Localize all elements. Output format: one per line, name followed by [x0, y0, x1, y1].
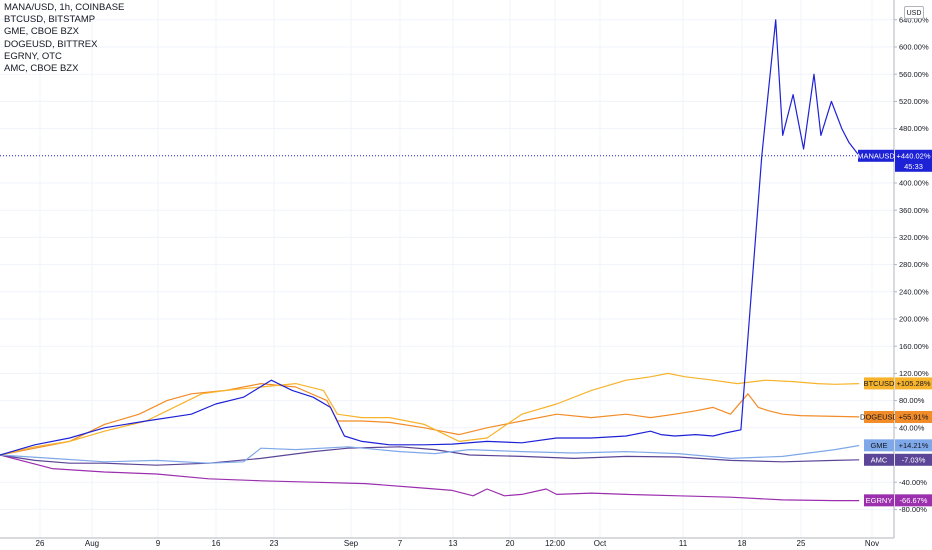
y-tick-label: 640.00%: [899, 15, 929, 24]
label-value: +440.02%: [897, 151, 931, 160]
label-value: -7.03%: [902, 455, 926, 464]
y-tick-label: 120.00%: [899, 369, 929, 378]
y-tick-label: 80.00%: [899, 396, 925, 405]
price-axis[interactable]: -80.00% -40.00% 40.00% 80.00% 120.00% 160.00%…: [894, 0, 929, 514]
label-name-bg: [864, 377, 894, 390]
label-name-bg: [858, 149, 894, 162]
x-tick-label: 18: [738, 539, 747, 548]
legend-item[interactable]: GME, CBOE BZX: [4, 26, 79, 38]
legend-item[interactable]: DOGEUSD, BITTREX: [4, 38, 98, 50]
series-line-gme[interactable]: [0, 444, 860, 464]
currency-button[interactable]: USD: [904, 6, 924, 19]
label-value-bg: [895, 149, 932, 172]
label-value-bg: [895, 410, 932, 423]
y-tick-label: 560.00%: [899, 70, 929, 79]
x-tick-label: Oct: [594, 539, 607, 548]
x-tick-label: 23: [270, 539, 279, 548]
series-last-value-labels: MANAUSD +440.02% 45:33 BTCUSD +105.28% DOGEUS…: [857, 149, 932, 507]
x-tick-label: 20: [506, 539, 515, 548]
y-tick-label: 240.00%: [899, 287, 929, 296]
label-name-bg: [864, 494, 894, 507]
y-tick-label: 360.00%: [899, 206, 929, 215]
y-tick-label: 480.00%: [899, 124, 929, 133]
legend-item[interactable]: BTCUSD, BITSTAMP: [4, 14, 96, 26]
label-gme: GME +14.21%: [864, 439, 932, 452]
label-name: DOGEUSD: [860, 413, 899, 422]
time-axis[interactable]: 26 Aug 9 16 23 Sep 7 13 20 12:00 Oct 11 18 25 Nov: [36, 539, 880, 548]
x-tick-label: 7: [398, 539, 403, 548]
label-name: BTCUSD: [864, 379, 895, 388]
y-tick-label: 520.00%: [899, 97, 929, 106]
label-value-bg: [895, 377, 932, 390]
label-name-bg: [864, 453, 894, 466]
label-dogeusd: DOGEUSD +55.91%: [860, 410, 932, 423]
label-value: +55.91%: [899, 413, 929, 422]
y-tick-label: 600.00%: [899, 43, 929, 52]
label-btcusd: BTCUSD +105.28%: [864, 377, 932, 390]
y-tick-label: 320.00%: [899, 233, 929, 242]
series-lines: [0, 19, 894, 502]
series-line-manausd[interactable]: [0, 19, 860, 456]
series-line-amc[interactable]: [0, 446, 860, 466]
series-line-dogeusd[interactable]: [0, 383, 860, 456]
y-tick-label: -80.00%: [899, 505, 927, 514]
label-value-bg: [895, 494, 932, 507]
label-name: MANAUSD: [857, 151, 895, 160]
label-name-bg: [864, 410, 894, 423]
series-line-btcusd[interactable]: [0, 372, 860, 456]
legend-item[interactable]: MANA/USD, 1h, COINBASE: [4, 2, 125, 13]
label-value: -66.67%: [900, 496, 928, 505]
x-tick-label: 12:00: [545, 539, 566, 548]
label-name: GME: [870, 441, 887, 450]
countdown-label: 45:33: [904, 162, 923, 171]
x-tick-label: Sep: [344, 539, 359, 548]
label-value-bg: [895, 453, 932, 466]
x-tick-label: Aug: [85, 539, 99, 548]
label-amc: AMC -7.03%: [864, 453, 932, 466]
y-tick-label: 40.00%: [899, 423, 925, 432]
label-name: EGRNY: [866, 496, 893, 505]
y-tick-label: 160.00%: [899, 342, 929, 351]
label-manausd: MANAUSD +440.02% 45:33: [857, 149, 932, 172]
legend-item[interactable]: AMC, CBOE BZX: [4, 63, 79, 75]
y-tick-label: 200.00%: [899, 315, 929, 324]
legend-item[interactable]: EGRNY, OTC: [4, 50, 62, 62]
label-value: +105.28%: [897, 379, 931, 388]
x-tick-label: Nov: [865, 539, 879, 548]
y-tick-label: 280.00%: [899, 260, 929, 269]
x-tick-label: 16: [212, 539, 221, 548]
x-tick-label: 13: [449, 539, 458, 548]
x-tick-label: 26: [36, 539, 45, 548]
label-name: AMC: [871, 455, 888, 464]
x-tick-label: 25: [797, 539, 806, 548]
y-tick-label: 400.00%: [899, 179, 929, 188]
label-name-bg: [864, 439, 894, 452]
label-value-bg: [895, 439, 932, 452]
x-tick-label: 9: [156, 539, 161, 548]
x-tick-label: 11: [679, 539, 688, 548]
y-tick-label: -40.00%: [899, 478, 927, 487]
series-line-egrny[interactable]: [0, 454, 860, 502]
label-egrny: EGRNY -66.67%: [864, 494, 932, 507]
legend: MANA/USD, 1h, COINBASE BTCUSD, BITSTAMP …: [4, 2, 124, 75]
label-value: +14.21%: [899, 441, 929, 450]
